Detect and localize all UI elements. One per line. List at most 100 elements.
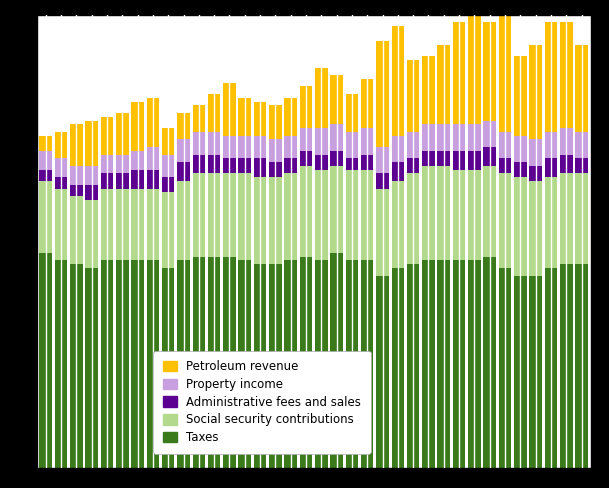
Bar: [499, 158, 512, 173]
Bar: [346, 261, 358, 468]
Bar: [560, 22, 572, 128]
Bar: [40, 151, 52, 170]
Bar: [147, 170, 159, 188]
Bar: [132, 170, 144, 188]
Bar: [55, 261, 68, 468]
Bar: [147, 261, 159, 468]
Bar: [162, 155, 174, 177]
Bar: [576, 158, 588, 173]
Bar: [223, 158, 236, 173]
Bar: [330, 75, 343, 124]
Bar: [239, 98, 251, 136]
Bar: [284, 261, 297, 468]
Bar: [346, 132, 358, 158]
Bar: [484, 147, 496, 166]
Bar: [576, 132, 588, 158]
Bar: [269, 162, 281, 177]
Bar: [560, 174, 572, 264]
Bar: [85, 200, 98, 268]
Bar: [468, 7, 481, 124]
Bar: [453, 151, 465, 170]
Bar: [576, 45, 588, 132]
Bar: [254, 158, 266, 177]
Bar: [376, 147, 389, 173]
Bar: [40, 253, 52, 468]
Bar: [514, 136, 527, 162]
Bar: [499, 268, 512, 468]
Bar: [422, 151, 435, 166]
Bar: [284, 174, 297, 261]
Bar: [100, 173, 113, 188]
Bar: [223, 257, 236, 468]
Bar: [177, 261, 190, 468]
Bar: [529, 166, 542, 181]
Bar: [100, 261, 113, 468]
Bar: [70, 196, 83, 264]
Bar: [70, 185, 83, 196]
Bar: [192, 174, 205, 257]
Bar: [514, 162, 527, 177]
Bar: [162, 128, 174, 155]
Bar: [346, 170, 358, 261]
Bar: [55, 158, 68, 177]
Bar: [499, 174, 512, 268]
Bar: [392, 268, 404, 468]
Bar: [422, 261, 435, 468]
Bar: [422, 166, 435, 261]
Bar: [407, 60, 420, 132]
Bar: [453, 170, 465, 261]
Bar: [560, 264, 572, 468]
Bar: [392, 136, 404, 162]
Bar: [407, 264, 420, 468]
Bar: [55, 189, 68, 261]
Bar: [499, 132, 512, 158]
Bar: [177, 113, 190, 140]
Bar: [376, 173, 389, 188]
Bar: [254, 102, 266, 136]
Bar: [544, 177, 557, 268]
Bar: [269, 177, 281, 264]
Bar: [392, 162, 404, 181]
Bar: [132, 102, 144, 151]
Bar: [177, 181, 190, 261]
Bar: [468, 261, 481, 468]
Bar: [132, 189, 144, 261]
Bar: [300, 128, 312, 151]
Bar: [576, 174, 588, 264]
Bar: [529, 45, 542, 140]
Bar: [514, 177, 527, 276]
Bar: [544, 158, 557, 177]
Bar: [453, 261, 465, 468]
Bar: [147, 98, 159, 147]
Bar: [177, 140, 190, 162]
Bar: [361, 155, 373, 170]
Bar: [192, 132, 205, 155]
Bar: [116, 113, 128, 155]
Bar: [40, 181, 52, 253]
Bar: [315, 261, 328, 468]
Bar: [254, 177, 266, 264]
Bar: [284, 158, 297, 173]
Bar: [100, 117, 113, 155]
Bar: [315, 67, 328, 128]
Bar: [100, 155, 113, 173]
Bar: [192, 105, 205, 132]
Bar: [499, 0, 512, 132]
Bar: [85, 185, 98, 200]
Bar: [239, 136, 251, 158]
Bar: [315, 128, 328, 155]
Bar: [40, 136, 52, 151]
Bar: [300, 86, 312, 128]
Bar: [40, 170, 52, 181]
Bar: [376, 41, 389, 147]
Bar: [269, 264, 281, 468]
Bar: [239, 261, 251, 468]
Bar: [223, 136, 236, 158]
Bar: [55, 132, 68, 158]
Bar: [361, 79, 373, 128]
Bar: [147, 147, 159, 170]
Bar: [208, 174, 220, 257]
Bar: [407, 132, 420, 158]
Bar: [192, 257, 205, 468]
Bar: [330, 253, 343, 468]
